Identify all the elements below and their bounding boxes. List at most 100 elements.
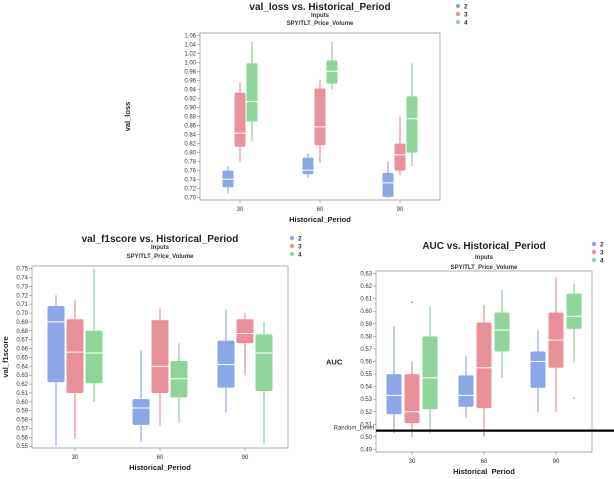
y-tick-label: 0.86 <box>184 124 196 130</box>
box-body <box>85 330 103 384</box>
y-tick-label: 0.72 <box>184 187 196 193</box>
val-loss-chart: val_loss vs. Historical_Period Inputs SPY/… <box>120 0 480 224</box>
box-90-series-2 <box>382 161 394 198</box>
box-30-series-4 <box>85 268 103 402</box>
val-f1score-chart: val_f1score vs. Historical_Period Inputs S… <box>0 232 320 474</box>
y-tick-label: 0.71 <box>16 302 28 308</box>
legend-label-4: 4 <box>298 251 302 258</box>
legend-label-3: 3 <box>600 249 604 256</box>
y-tick-label: 0.51 <box>360 422 372 428</box>
y-tick-label: 0.62 <box>16 382 28 388</box>
y-tick-label: 0.73 <box>16 284 28 290</box>
y-tick-label: 0.96 <box>184 78 196 84</box>
auc-svg: AUC vs. Historical_Period Inputs SPY/TLT_P… <box>326 241 614 476</box>
x-axis-label: Historical_Period <box>289 215 351 224</box>
auc-chart: AUC vs. Historical_Period Inputs SPY/TLT_P… <box>316 238 614 476</box>
y-tick-label: 0.58 <box>16 418 28 424</box>
outlier-point <box>573 397 575 399</box>
y-tick-label: 0.75 <box>16 267 28 273</box>
y-tick-label: 0.67 <box>16 338 28 344</box>
box-body <box>47 305 65 383</box>
box-90-series-2 <box>217 309 235 413</box>
box-body <box>302 157 314 175</box>
box-90-series-3 <box>394 116 406 176</box>
box-body <box>236 319 254 344</box>
legend-swatch-3 <box>591 249 597 255</box>
y-tick-label: 0.56 <box>360 360 372 366</box>
y-tick-label: 0.72 <box>16 293 28 299</box>
y-tick-label: 1.02 <box>184 51 196 57</box>
box-body <box>151 320 169 393</box>
box-body <box>314 88 326 146</box>
x-axis-label: Historical_Period <box>453 467 515 474</box>
box-body <box>404 374 420 424</box>
box-30-series-3 <box>234 82 246 162</box>
y-tick-label: 0.56 <box>16 435 28 441</box>
y-tick-label: 0.57 <box>360 347 372 353</box>
y-tick-label: 1.00 <box>184 60 196 66</box>
box-body <box>246 63 258 122</box>
x-tick-label: 60 <box>157 455 164 461</box>
y-tick-label: 0.63 <box>16 373 28 379</box>
box-body <box>394 143 406 171</box>
y-tick-label: 0.52 <box>360 410 372 416</box>
box-60-series-4 <box>494 289 510 378</box>
y-tick-label: 0.74 <box>16 276 28 282</box>
box-30-series-4 <box>246 41 258 141</box>
box-90-series-4 <box>406 63 418 167</box>
y-tick-label: 0.55 <box>16 444 28 450</box>
box-body <box>386 374 402 415</box>
x-tick-label: 60 <box>317 207 324 213</box>
legend-swatch-2 <box>591 241 597 247</box>
legend-label-3: 3 <box>464 11 468 18</box>
outlier-point <box>411 301 413 304</box>
box-body <box>234 92 246 147</box>
box-90-series-4 <box>566 283 582 399</box>
chart-title: AUC vs. Historical_Period <box>422 241 545 252</box>
box-30-series-2 <box>222 166 234 194</box>
legend-swatch-4 <box>455 19 461 25</box>
legend-label-2: 2 <box>600 241 604 248</box>
y-tick-label: 0.92 <box>184 96 196 102</box>
y-tick-label: 0.54 <box>360 385 372 391</box>
legend-swatch-4 <box>289 251 295 257</box>
box-body <box>326 60 338 84</box>
legend-swatch-4 <box>591 257 597 263</box>
x-tick-label: 30 <box>237 207 244 213</box>
y-axis-label: AUC <box>326 358 343 367</box>
outlier-point <box>483 433 485 436</box>
chart-subtitle-dataset: SPY/TLT_Price_Volume <box>287 21 354 27</box>
y-tick-label: 0.84 <box>184 133 196 139</box>
y-tick-label: 0.88 <box>184 115 196 121</box>
box-90-series-3 <box>548 277 564 412</box>
box-90-series-3 <box>236 313 254 376</box>
box-body <box>382 172 394 197</box>
random-level-label: Random_Level <box>334 426 374 432</box>
y-tick-label: 0.53 <box>360 397 372 403</box>
y-tick-label: 0.50 <box>360 435 372 441</box>
box-body <box>566 293 582 329</box>
y-tick-label: 0.74 <box>184 178 196 184</box>
box-body <box>422 336 438 410</box>
box-30-series-4 <box>422 306 438 434</box>
y-tick-label: 0.82 <box>184 142 196 148</box>
box-90-series-2 <box>530 330 546 412</box>
box-body <box>255 334 273 392</box>
y-tick-label: 0.98 <box>184 69 196 75</box>
x-tick-label: 90 <box>242 455 249 461</box>
y-tick-label: 0.90 <box>184 105 196 111</box>
box-60-series-2 <box>458 356 474 419</box>
legend-swatch-3 <box>289 243 295 249</box>
y-tick-label: 0.63 <box>360 272 372 278</box>
legend-label-2: 2 <box>464 3 468 10</box>
chart-subtitle-dataset: SPY/TLT_Price_Volume <box>127 254 194 260</box>
y-tick-label: 0.66 <box>16 347 28 353</box>
y-tick-label: 0.69 <box>16 320 28 326</box>
chart-subtitle-inputs: Inputs <box>311 13 330 19</box>
chart-subtitle-dataset: SPY/TLT_Price_Volume <box>451 265 518 271</box>
y-tick-label: 0.61 <box>360 297 372 303</box>
y-tick-label: 0.59 <box>360 322 372 328</box>
y-tick-label: 0.68 <box>16 329 28 335</box>
